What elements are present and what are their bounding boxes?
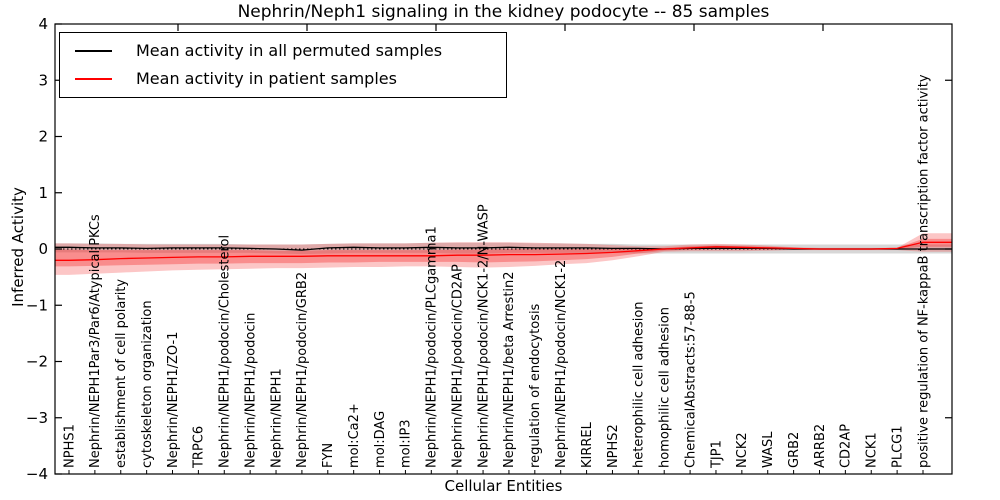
x-tick-label: Nephrin/NEPH1/ZO-1 xyxy=(166,332,181,468)
x-tick-label: GRB2 xyxy=(787,432,802,468)
series-line-patient xyxy=(55,241,952,261)
legend-entry-permuted: Mean activity in all permuted samples xyxy=(60,40,506,62)
chart-title: Nephrin/Neph1 signaling in the kidney po… xyxy=(237,2,770,22)
x-tick-label: PLCG1 xyxy=(890,425,905,468)
x-tick-label: TJP1 xyxy=(709,440,724,469)
x-tick-label: Nephrin/NEPH1 xyxy=(269,368,284,468)
legend: Mean activity in all permuted samples Me… xyxy=(59,32,507,98)
x-tick-label: mol:IP3 xyxy=(399,419,414,468)
x-tick-label: Nephrin/NEPH1/podocin xyxy=(243,313,258,468)
y-tick-label: 3 xyxy=(38,71,48,89)
x-tick-label: Nephrin/NEPH1/podocin/PLCgamma1 xyxy=(425,226,440,468)
x-tick-label: establishment of cell polarity xyxy=(114,279,129,468)
y-tick-label: −4 xyxy=(26,465,48,483)
x-tick-label: NPHS1 xyxy=(62,424,77,468)
x-tick-label: mol:Ca2+ xyxy=(347,403,362,468)
y-tick-label: 1 xyxy=(38,184,48,202)
x-tick-label: FYN xyxy=(321,443,336,468)
x-tick-label: Nephrin/NEPH1/podocin/GRB2 xyxy=(295,272,310,468)
x-tick-label: TRPC6 xyxy=(192,426,207,469)
x-tick-label: Nephrin/NEPH1/podocin/NCK1-2/N-WASP xyxy=(476,204,491,468)
legend-line-patient-icon xyxy=(75,77,112,80)
y-tick-label: −3 xyxy=(26,409,48,427)
x-tick-label: ChemicalAbstracts:57-88-5 xyxy=(683,291,698,468)
legend-label-patient: Mean activity in patient samples xyxy=(136,69,397,88)
x-tick-label: KIRREL xyxy=(580,421,595,468)
x-tick-label: Nephrin/NEPH1/podocin/NCK1-2 xyxy=(554,260,569,468)
y-tick-label: 2 xyxy=(38,128,48,146)
y-tick-label: −1 xyxy=(26,296,48,314)
x-tick-label: Nephrin/NEPH1/podocin/CD2AP xyxy=(450,264,465,468)
x-tick-label: mol:DAG xyxy=(373,411,388,468)
y-tick-label: −2 xyxy=(26,353,48,371)
band-patient-samples-range-inner xyxy=(55,238,952,267)
x-tick-label: NPHS2 xyxy=(606,424,621,468)
x-tick-label: Nephrin/NEPH1/beta Arrestin2 xyxy=(502,271,517,468)
x-tick-label: heterophilic cell adhesion xyxy=(632,301,647,468)
x-tick-label: CD2AP xyxy=(839,424,854,468)
y-tick-label: 0 xyxy=(38,240,48,258)
x-tick-label: positive regulation of NF-kappaB transcr… xyxy=(916,74,931,468)
x-tick-label: homophilic cell adhesion xyxy=(657,307,672,468)
x-tick-label: NCK1 xyxy=(864,432,879,468)
x-tick-label: regulation of endocytosis xyxy=(528,303,543,468)
y-axis-label: Inferred Activity xyxy=(9,187,27,307)
x-tick-label: NCK2 xyxy=(735,432,750,468)
legend-line-permuted-icon xyxy=(75,50,112,53)
x-tick-label: ARRB2 xyxy=(813,424,828,468)
x-tick-label: cytoskeleton organization xyxy=(140,300,155,468)
x-tick-label: Nephrin/NEPH1/podocin/Cholesterol xyxy=(218,235,233,468)
x-tick-label: WASL xyxy=(761,431,776,468)
legend-entry-patient: Mean activity in patient samples xyxy=(60,68,506,90)
y-tick-label: 4 xyxy=(38,15,48,33)
legend-label-permuted: Mean activity in all permuted samples xyxy=(136,41,443,61)
x-tick-label: Nephrin/NEPH1Par3/Par6/Atypical PKCs xyxy=(88,214,103,468)
band-permuted-samples-range xyxy=(55,242,952,255)
x-axis-label: Cellular Entities xyxy=(444,477,563,495)
